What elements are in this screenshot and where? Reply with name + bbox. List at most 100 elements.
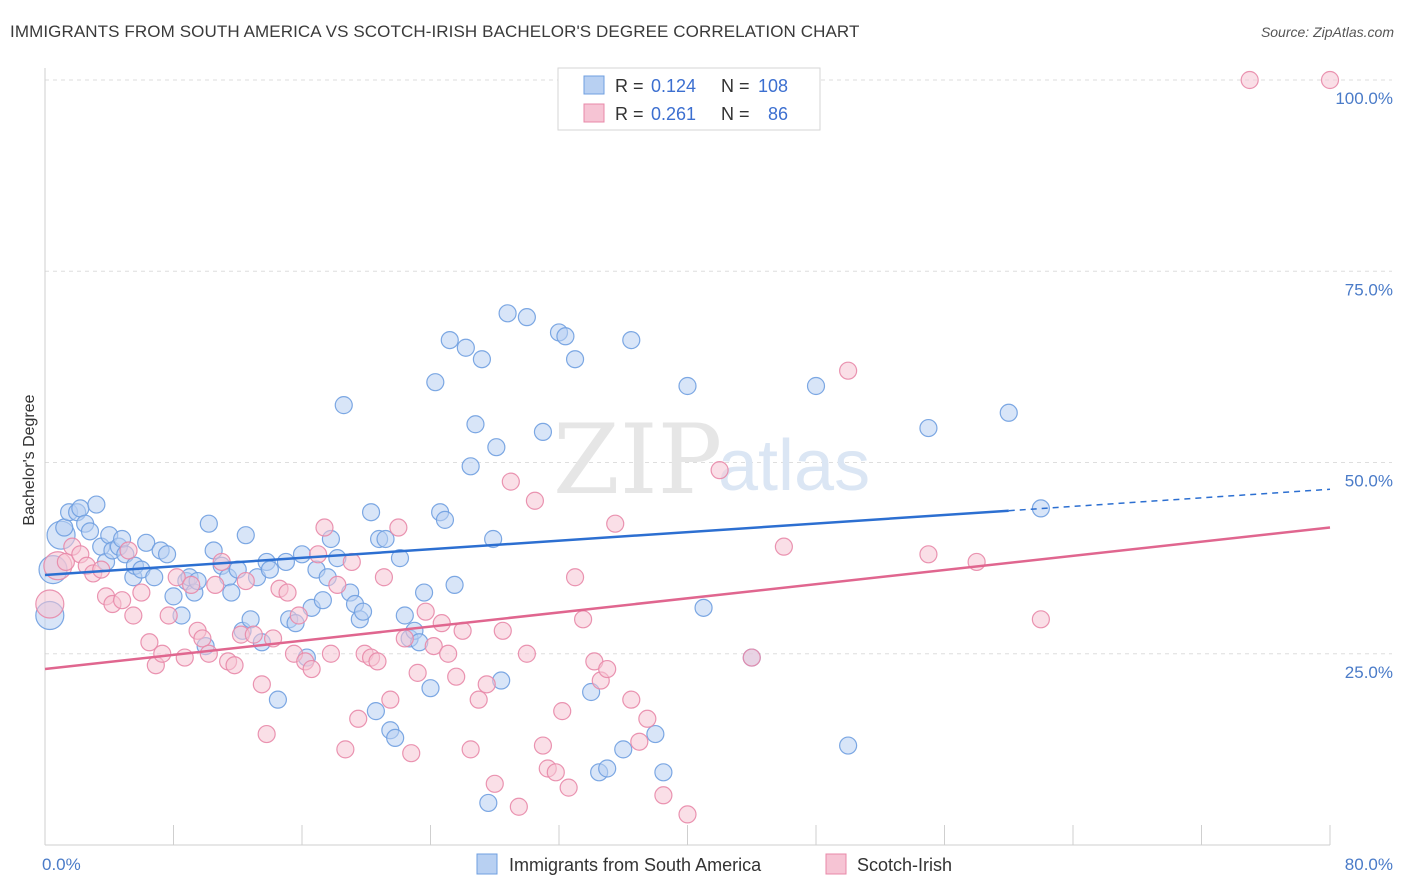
y-tick-label-0: 25.0% [1345, 663, 1393, 682]
point-scotch-irish-44 [336, 740, 355, 759]
point-south-america-91 [556, 327, 575, 346]
point-south-america-9 [87, 495, 106, 514]
point-scotch-irish-62 [461, 740, 480, 759]
point-scotch-irish-67 [501, 472, 520, 491]
point-scotch-irish-91 [919, 545, 938, 564]
point-south-america-23 [157, 545, 177, 564]
point-scotch-irish-83 [630, 732, 649, 751]
point-south-america-64 [376, 529, 395, 549]
point-south-america-76 [435, 510, 455, 529]
point-south-america-56 [334, 396, 353, 415]
y-tick-label-3: 100.0% [1335, 89, 1393, 108]
point-scotch-irish-77 [573, 610, 593, 629]
data-points [35, 70, 1340, 824]
point-south-america-66 [386, 728, 405, 748]
point-south-america-97 [622, 331, 641, 350]
point-south-america-84 [484, 529, 503, 549]
point-scotch-irish-42 [321, 644, 341, 663]
point-scotch-irish-59 [439, 644, 458, 663]
point-scotch-irish-18 [167, 568, 186, 587]
point-scotch-irish-41 [315, 518, 334, 537]
point-scotch-irish-60 [447, 667, 466, 686]
point-scotch-irish-75 [559, 778, 578, 797]
point-scotch-irish-22 [193, 629, 212, 648]
point-scotch-irish-0 [35, 589, 65, 619]
point-scotch-irish-71 [533, 736, 553, 755]
point-scotch-irish-94 [1240, 70, 1259, 90]
point-scotch-irish-80 [598, 659, 617, 679]
point-south-america-21 [145, 568, 164, 587]
point-south-america-35 [222, 583, 241, 602]
series-legend-swatch-south-america [476, 853, 498, 875]
point-scotch-irish-88 [742, 648, 761, 667]
point-south-america-20 [137, 533, 156, 552]
point-south-america-6 [71, 499, 90, 518]
y-tick-labels: 25.0% 50.0% 75.0% 100.0% [1335, 89, 1393, 682]
point-scotch-irish-95 [1320, 70, 1340, 90]
y-axis-label: Bachelor's Degree [21, 394, 38, 525]
point-scotch-irish-56 [416, 602, 435, 621]
point-scotch-irish-19 [175, 648, 194, 667]
point-scotch-irish-93 [1031, 610, 1050, 629]
point-south-america-85 [487, 438, 506, 457]
point-south-america-98 [646, 724, 665, 744]
point-scotch-irish-43 [328, 575, 347, 595]
point-scotch-irish-63 [469, 690, 488, 709]
point-south-america-82 [472, 350, 491, 369]
point-south-america-62 [366, 702, 385, 721]
point-scotch-irish-51 [381, 690, 400, 709]
point-scotch-irish-85 [654, 786, 673, 805]
point-scotch-irish-89 [774, 537, 793, 556]
point-scotch-irish-65 [485, 774, 504, 793]
legend-n-label-2: N = [721, 104, 750, 124]
legend-n-value-1: 108 [758, 76, 788, 96]
point-south-america-68 [395, 606, 414, 625]
point-south-america-61 [361, 503, 381, 522]
point-south-america-78 [445, 575, 464, 595]
point-south-america-77 [440, 331, 459, 350]
grid-lines [45, 79, 1392, 655]
point-south-america-8 [80, 522, 100, 541]
legend-r-label-2: R = [615, 104, 644, 124]
point-south-america-81 [466, 415, 485, 434]
point-scotch-irish-31 [252, 675, 271, 694]
legend-r-label-1: R = [615, 76, 644, 96]
point-south-america-52 [313, 591, 332, 610]
point-scotch-irish-54 [402, 744, 421, 763]
point-scotch-irish-35 [278, 583, 297, 602]
point-south-america-103 [806, 376, 826, 396]
x-tick-label-0: 0.0% [42, 855, 81, 874]
point-scotch-irish-82 [622, 690, 641, 709]
point-scotch-irish-52 [389, 518, 408, 537]
point-scotch-irish-53 [395, 629, 414, 648]
series-legend-swatch-scotch-irish [825, 853, 847, 875]
point-south-america-38 [236, 526, 255, 545]
point-scotch-irish-39 [302, 659, 321, 679]
legend-r-value-2: 0.261 [651, 104, 696, 124]
point-scotch-irish-37 [289, 606, 308, 625]
legend-swatch-south-america [583, 75, 605, 95]
point-scotch-irish-32 [257, 724, 276, 744]
point-south-america-104 [839, 736, 858, 755]
point-south-america-31 [199, 514, 218, 533]
point-scotch-irish-69 [517, 644, 536, 663]
point-south-america-74 [426, 373, 445, 392]
point-scotch-irish-17 [159, 606, 178, 625]
point-scotch-irish-73 [546, 763, 565, 782]
point-scotch-irish-13 [132, 583, 151, 602]
legend-n-value-2: 86 [768, 104, 788, 124]
point-south-america-83 [479, 793, 498, 813]
point-scotch-irish-55 [408, 663, 427, 682]
stats-legend: R = 0.124 N = 108 R = 0.261 N = 86 [557, 67, 821, 131]
point-south-america-73 [421, 679, 440, 698]
point-south-america-106 [999, 403, 1018, 422]
point-scotch-irish-12 [124, 606, 143, 625]
point-south-america-87 [498, 304, 517, 323]
trend-line-scotch-irish [44, 526, 1331, 671]
point-south-america-43 [260, 560, 279, 579]
point-scotch-irish-10 [112, 591, 132, 610]
point-south-america-44 [268, 690, 288, 709]
legend-r-value-1: 0.124 [651, 76, 696, 96]
point-south-america-79 [456, 338, 475, 357]
